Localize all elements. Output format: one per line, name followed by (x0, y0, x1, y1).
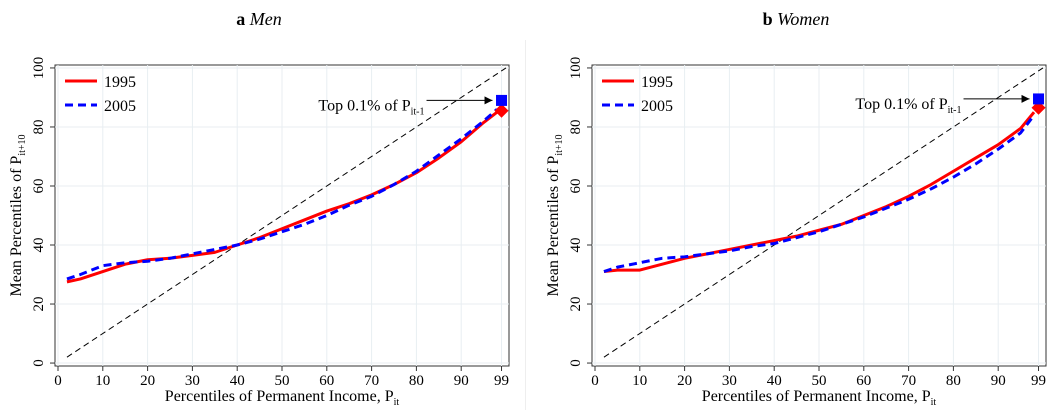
y-tick-label: 40 (568, 238, 584, 253)
annotation-text: Top 0.1% of Pit-1 (855, 96, 961, 116)
chart-title: a Men (236, 9, 281, 29)
reference-45-line (603, 67, 1044, 358)
x-tick-label: 30 (722, 373, 737, 389)
chart-title: b Women (763, 9, 830, 29)
x-tick-label: 30 (185, 373, 200, 389)
x-axis-label: Percentiles of Permanent Income, Pit (702, 388, 937, 408)
x-tick-label: 50 (275, 373, 290, 389)
y-tick-label: 40 (31, 238, 47, 253)
x-tick-label: 40 (230, 373, 245, 389)
x-tick-label: 90 (991, 373, 1006, 389)
x-tick-label: 10 (632, 373, 647, 389)
y-tick-label: 80 (31, 119, 47, 134)
x-tick-label: 0 (54, 373, 62, 389)
x-tick-label: 20 (140, 373, 155, 389)
x-tick-label: 50 (812, 373, 827, 389)
end-marker-2005 (496, 94, 508, 106)
y-axis-label: Mean Percentiles of Pit+10 (545, 134, 565, 296)
x-tick-label: 60 (856, 373, 871, 389)
annotation-arrowhead (484, 96, 493, 105)
panel-women: b Women 0 10 20 30 40 50 60 70 80 90 99 0 20 40 60 80 100… (545, 0, 1051, 411)
y-tick-label: 60 (31, 178, 47, 193)
x-tick-label: 60 (319, 373, 334, 389)
series-line-2005 (66, 108, 499, 281)
series-line-1995 (603, 111, 1036, 274)
y-tick-label: 60 (568, 178, 584, 193)
legend-label-1995: 1995 (104, 74, 136, 91)
y-axis-label: Mean Percentiles of Pit+10 (8, 134, 28, 296)
x-tick-label: 70 (364, 373, 379, 389)
end-marker-1995 (494, 103, 509, 118)
x-tick-label: 99 (1031, 373, 1046, 389)
panel-divider (525, 40, 526, 410)
y-tick-label: 80 (568, 119, 584, 134)
x-tick-label: 10 (95, 373, 110, 389)
x-axis-label: Percentiles of Permanent Income, Pit (165, 388, 400, 408)
legend-label-2005: 2005 (641, 98, 673, 115)
chart-women: b Women 0 10 20 30 40 50 60 70 80 90 99 0 20 40 60 80 100… (545, 9, 1047, 408)
x-tick-label: 99 (494, 373, 509, 389)
y-tick-label: 20 (568, 297, 584, 312)
x-tick-label: 0 (591, 373, 599, 389)
panel-men: a Men 0 10 20 30 40 50 60 70 80 90 99 0 20 40 60 80 100 Pe… (0, 0, 525, 411)
legend-label-1995: 1995 (641, 74, 673, 91)
reference-45-line (66, 67, 507, 358)
y-tick-label: 100 (31, 57, 47, 80)
y-tick-label: 20 (31, 297, 47, 312)
end-marker-2005 (1033, 93, 1045, 105)
annotation-text: Top 0.1% of Pit-1 (318, 97, 424, 117)
x-tick-label: 80 (409, 373, 424, 389)
x-tick-label: 80 (946, 373, 961, 389)
x-tick-label: 70 (901, 373, 916, 389)
annotation-arrowhead (1021, 94, 1030, 103)
legend-label-2005: 2005 (104, 98, 136, 115)
y-tick-label: 100 (568, 57, 584, 80)
y-tick-label: 0 (31, 359, 47, 367)
series-line-2005 (603, 114, 1036, 273)
y-tick-label: 0 (568, 359, 584, 367)
x-tick-label: 40 (767, 373, 782, 389)
x-tick-label: 20 (677, 373, 692, 389)
x-tick-label: 90 (454, 373, 469, 389)
chart-men: a Men 0 10 20 30 40 50 60 70 80 90 99 0 20 40 60 80 100 Pe… (8, 9, 510, 408)
